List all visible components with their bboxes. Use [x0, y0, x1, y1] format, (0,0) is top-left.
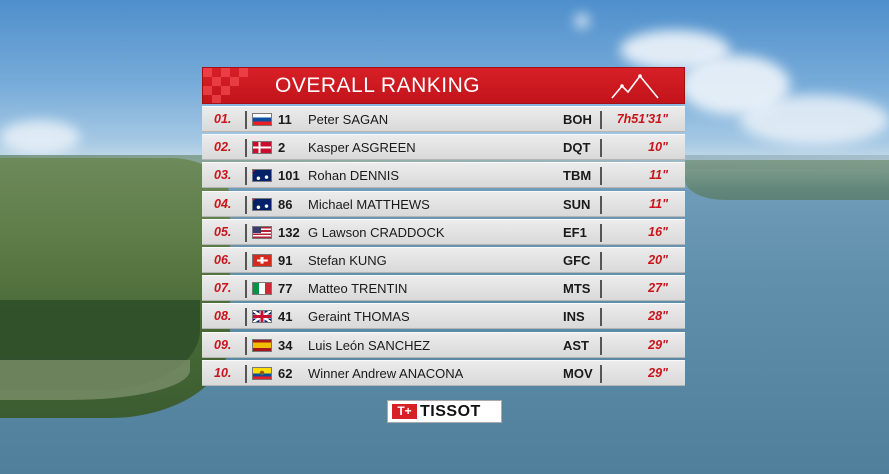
- divider: [600, 223, 602, 242]
- time-gap: 20": [648, 252, 668, 267]
- rank-position: 04.: [214, 196, 232, 211]
- tissot-mark-icon: T+: [392, 404, 417, 419]
- time-gap: 10": [648, 140, 668, 155]
- rider-name: Michael MATTHEWS: [308, 196, 430, 212]
- bib-number: 101: [278, 168, 300, 184]
- team-code: MOV: [563, 365, 593, 381]
- ranking-row: 05. 132 G Lawson CRADDOCK EF1 16": [202, 218, 685, 245]
- flag-sui-icon: [252, 253, 272, 267]
- ranking-panel: OVERALL RANKING 01. 11 Peter SAGAN BOH 7h51'…: [202, 67, 685, 388]
- ranking-row: 10. 62 Winner Andrew ANACONA MOV 29": [202, 359, 685, 386]
- flag-aus-icon: [252, 197, 272, 211]
- rider-name: Luis León SANCHEZ: [308, 337, 431, 353]
- divider: [600, 336, 602, 355]
- flag-ecu-icon: [252, 366, 272, 380]
- divider: [245, 167, 247, 186]
- ranking-row: 09. 34 Luis León SANCHEZ AST 29": [202, 331, 685, 358]
- rider-name: Kasper ASGREEN: [308, 140, 416, 156]
- checker-decoration: [203, 68, 261, 103]
- page-title: OVERALL RANKING: [275, 74, 481, 97]
- time-gap: 29": [648, 365, 668, 380]
- divider: [245, 280, 247, 299]
- team-code: AST: [563, 337, 589, 353]
- divider: [600, 167, 602, 186]
- flag-esp-icon: [252, 338, 272, 352]
- bib-number: 132: [278, 224, 300, 240]
- team-code: BOH: [563, 112, 592, 127]
- rank-position: 03.: [214, 168, 232, 183]
- divider: [600, 195, 602, 214]
- flag-aus-icon: [252, 169, 272, 183]
- divider: [245, 336, 247, 355]
- rank-position: 07.: [214, 281, 232, 296]
- bib-number: 41: [278, 309, 293, 325]
- divider: [245, 308, 247, 327]
- rider-name: Peter SAGAN: [308, 112, 389, 127]
- divider: [600, 308, 602, 327]
- time-gap: 28": [648, 309, 668, 324]
- divider: [600, 111, 602, 129]
- sponsor-logo: T+ TISSOT: [387, 400, 502, 423]
- ranking-list: 01. 11 Peter SAGAN BOH 7h51'31" 02. 2 Kasper AS…: [202, 106, 685, 386]
- time-gap: 27": [648, 281, 668, 296]
- rank-position: 10.: [214, 365, 232, 380]
- divider: [600, 139, 602, 158]
- rank-position: 09.: [214, 337, 232, 352]
- ranking-header: OVERALL RANKING: [202, 67, 685, 104]
- team-code: INS: [563, 309, 585, 325]
- rider-name: Geraint THOMAS: [308, 309, 410, 325]
- team-code: TBM: [563, 168, 592, 184]
- time-gap: 11": [649, 196, 668, 211]
- time-gap: 16": [648, 224, 668, 239]
- divider: [600, 364, 602, 383]
- bib-number: 62: [278, 365, 293, 381]
- team-code: SUN: [563, 196, 591, 212]
- rank-position: 01.: [214, 112, 232, 126]
- rider-name: Rohan DENNIS: [308, 168, 400, 184]
- divider: [600, 251, 602, 270]
- sponsor-name: TISSOT: [420, 403, 481, 420]
- rider-name: Stefan KUNG: [308, 252, 387, 268]
- divider: [245, 139, 247, 158]
- team-code: EF1: [563, 224, 587, 240]
- bib-number: 2: [278, 140, 286, 156]
- flag-den-icon: [252, 141, 272, 155]
- divider: [245, 195, 247, 214]
- bib-number: 34: [278, 337, 293, 353]
- rider-name: Matteo TRENTIN: [308, 281, 408, 297]
- bib-number: 91: [278, 252, 293, 268]
- ranking-row: 02. 2 Kasper ASGREEN DQT 10": [202, 134, 685, 161]
- team-code: MTS: [563, 281, 591, 297]
- rank-position: 02.: [214, 140, 232, 155]
- mountain-icon: [611, 74, 659, 99]
- team-code: DQT: [563, 140, 591, 156]
- ranking-row: 08. 41 Geraint THOMAS INS 28": [202, 303, 685, 330]
- flag-svk-icon: [252, 113, 272, 126]
- flag-usa-icon: [252, 225, 272, 239]
- divider: [600, 280, 602, 299]
- ranking-row: 04. 86 Michael MATTHEWS SUN 11": [202, 190, 685, 217]
- divider: [245, 364, 247, 383]
- flag-gbr-icon: [252, 310, 272, 324]
- rank-position: 08.: [214, 309, 232, 324]
- divider: [245, 223, 247, 242]
- bib-number: 77: [278, 281, 293, 297]
- rank-position: 06.: [214, 252, 232, 267]
- rider-name: Winner Andrew ANACONA: [308, 365, 464, 381]
- team-code: GFC: [563, 252, 591, 268]
- rider-name: G Lawson CRADDOCK: [308, 224, 445, 240]
- divider: [245, 251, 247, 270]
- time-gap: 7h51'31": [616, 112, 668, 126]
- flag-ita-icon: [252, 282, 272, 296]
- ranking-row: 03. 101 Rohan DENNIS TBM 11": [202, 162, 685, 189]
- time-gap: 11": [649, 168, 668, 183]
- ranking-row: 01. 11 Peter SAGAN BOH 7h51'31": [202, 106, 685, 132]
- ranking-row: 07. 77 Matteo TRENTIN MTS 27": [202, 275, 685, 302]
- bib-number: 86: [278, 196, 293, 212]
- divider: [245, 111, 247, 129]
- bib-number: 11: [278, 112, 292, 127]
- ranking-row: 06. 91 Stefan KUNG GFC 20": [202, 246, 685, 273]
- time-gap: 29": [648, 337, 668, 352]
- rank-position: 05.: [214, 224, 232, 239]
